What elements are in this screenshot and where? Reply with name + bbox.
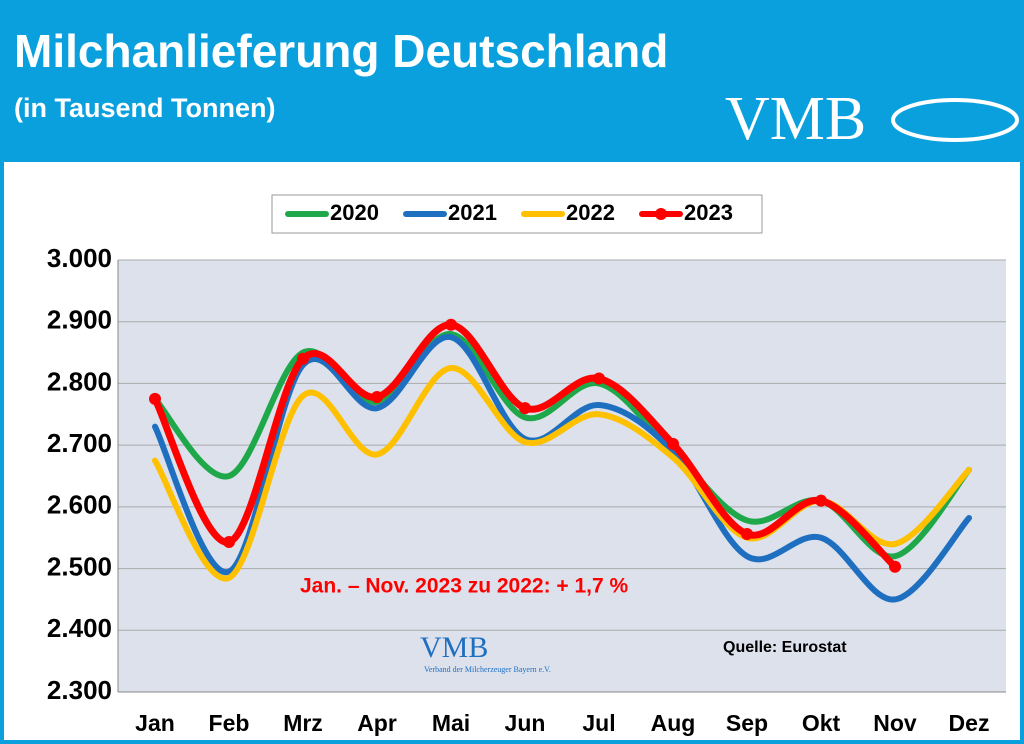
y-tick-label: 2.500 bbox=[47, 551, 112, 581]
x-tick-label: Dez bbox=[949, 710, 990, 736]
y-tick-label: 3.000 bbox=[47, 243, 112, 273]
legend-label: 2020 bbox=[330, 200, 379, 225]
point bbox=[371, 391, 383, 404]
title: Milchanlieferung Deutschland bbox=[14, 25, 668, 77]
source: Quelle: Eurostat bbox=[723, 639, 847, 656]
annotation: Jan. – Nov. 2023 zu 2022: + 1,7 % bbox=[300, 575, 629, 598]
small-logo-caption: Verband der Milcherzeuger Bayern e.V. bbox=[424, 665, 551, 674]
y-tick-label: 2.600 bbox=[47, 490, 112, 520]
point bbox=[297, 352, 309, 365]
x-tick-label: Mrz bbox=[283, 710, 323, 736]
point bbox=[149, 392, 161, 405]
y-tick-label: 2.800 bbox=[47, 366, 112, 396]
point bbox=[593, 372, 605, 385]
y-tick-label: 2.400 bbox=[47, 613, 112, 643]
logo-swirl bbox=[891, 98, 1019, 142]
point bbox=[667, 437, 679, 450]
point bbox=[519, 402, 531, 415]
subtitle: (in Tausend Tonnen) bbox=[14, 93, 275, 123]
point bbox=[445, 318, 457, 331]
point bbox=[889, 560, 901, 573]
point bbox=[223, 536, 235, 549]
x-tick-label: Nov bbox=[873, 710, 917, 736]
legend-label: 2023 bbox=[684, 200, 733, 225]
x-tick-label: Mai bbox=[432, 710, 470, 736]
legend-marker bbox=[655, 208, 667, 220]
small-logo: VMB bbox=[420, 631, 488, 664]
x-tick-label: Jul bbox=[582, 710, 615, 736]
x-tick-label: Aug bbox=[651, 710, 696, 736]
y-tick-label: 2.900 bbox=[47, 305, 112, 335]
x-tick-label: Jun bbox=[505, 710, 546, 736]
header-band bbox=[0, 0, 1024, 150]
x-tick-label: Feb bbox=[209, 710, 250, 736]
y-tick-label: 2.700 bbox=[47, 428, 112, 458]
point bbox=[741, 528, 753, 541]
x-tick-label: Okt bbox=[802, 710, 841, 736]
x-tick-label: Jan bbox=[135, 710, 175, 736]
series-line bbox=[151, 321, 899, 571]
legend-label: 2021 bbox=[448, 200, 497, 225]
logo: VMB bbox=[725, 85, 866, 153]
x-tick-label: Apr bbox=[357, 710, 397, 736]
y-tick-label: 2.300 bbox=[47, 675, 112, 705]
point bbox=[815, 494, 827, 507]
x-tick-label: Sep bbox=[726, 710, 768, 736]
legend-label: 2022 bbox=[566, 200, 615, 225]
plot-area bbox=[118, 260, 1006, 692]
